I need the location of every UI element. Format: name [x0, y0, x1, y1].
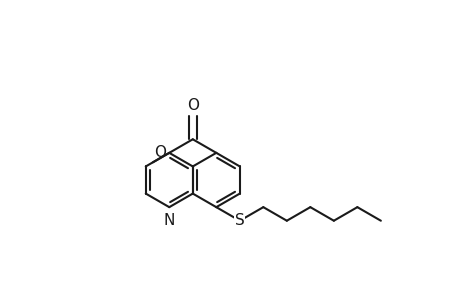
- Text: O: O: [186, 98, 198, 113]
- Text: S: S: [235, 213, 244, 228]
- Text: N: N: [163, 213, 174, 228]
- Text: O: O: [154, 146, 166, 160]
